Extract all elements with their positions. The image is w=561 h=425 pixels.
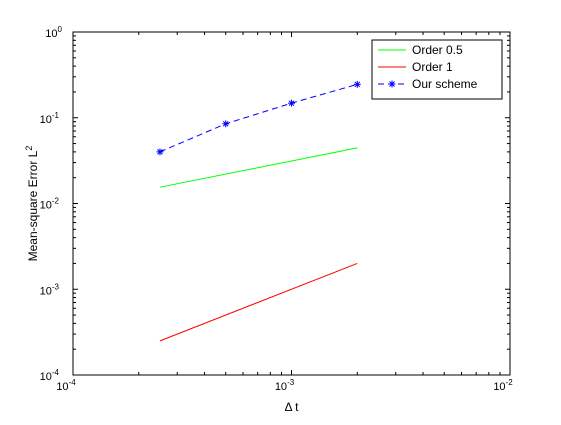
y-axis-label-text: Mean-square Error L bbox=[26, 150, 40, 261]
legend-item-order-0-5: Order 0.5 bbox=[378, 43, 463, 57]
data-point-marker bbox=[288, 99, 295, 107]
x-tick-label-base: 10 bbox=[275, 381, 287, 393]
x-tick-label-base: 10 bbox=[493, 381, 505, 393]
y-tick-label-base: 10 bbox=[40, 285, 52, 297]
y-tick-label-base: 10 bbox=[45, 28, 57, 40]
y-axis-label-superscript: 2 bbox=[24, 146, 34, 151]
x-tick-label-exponent: -2 bbox=[506, 378, 514, 387]
x-tick-label-base: 10 bbox=[56, 381, 68, 393]
y-tick-label: 10-3 bbox=[40, 282, 60, 297]
series-order-1 bbox=[159, 262, 358, 342]
x-tick-label: 10-3 bbox=[275, 378, 295, 393]
series-layer bbox=[156, 80, 361, 342]
x-axis-label: Δ t bbox=[284, 400, 299, 414]
series-line-order-1 bbox=[159, 262, 358, 342]
y-tick-label-base: 10 bbox=[40, 114, 52, 126]
y-tick-label-exponent: -4 bbox=[52, 368, 60, 377]
legend-item-our-scheme: Our scheme bbox=[378, 77, 478, 91]
x-tick-label: 10-2 bbox=[493, 378, 513, 393]
data-point-marker bbox=[222, 120, 230, 128]
legend-label: Order 0.5 bbox=[412, 43, 463, 57]
series-line-order-0-5 bbox=[159, 147, 358, 188]
x-tick-label-exponent: -3 bbox=[287, 378, 295, 387]
data-point-marker bbox=[156, 148, 164, 156]
x-tick-label: 10-4 bbox=[56, 378, 76, 393]
y-tick-label-exponent: 0 bbox=[58, 25, 63, 34]
y-tick-label: 10-4 bbox=[40, 368, 60, 383]
y-tick-label: 10-1 bbox=[40, 111, 60, 126]
y-axis-label: Mean-square Error L2 bbox=[24, 146, 40, 262]
legend-label: Our scheme bbox=[412, 77, 478, 91]
data-point-marker bbox=[353, 80, 361, 88]
series-our-scheme bbox=[156, 80, 361, 156]
plot-area-frame bbox=[72, 31, 511, 376]
legend: Order 0.5 Order 1 Our scheme bbox=[371, 39, 503, 100]
legend-marker bbox=[388, 80, 396, 88]
y-tick-label: 10-2 bbox=[40, 197, 60, 212]
y-tick-label-exponent: -2 bbox=[52, 197, 60, 206]
y-tick-label-exponent: -3 bbox=[52, 282, 60, 291]
y-tick-label: 100 bbox=[45, 25, 62, 40]
legend-label: Order 1 bbox=[412, 60, 453, 74]
y-tick-label-base: 10 bbox=[40, 371, 52, 383]
series-order-0-5 bbox=[159, 147, 358, 188]
legend-item-order-1: Order 1 bbox=[378, 60, 453, 74]
series-line-our-scheme bbox=[159, 83, 358, 153]
y-tick-label-base: 10 bbox=[40, 200, 52, 212]
x-tick-label-exponent: -4 bbox=[69, 378, 77, 387]
y-tick-label-exponent: -1 bbox=[52, 111, 60, 120]
